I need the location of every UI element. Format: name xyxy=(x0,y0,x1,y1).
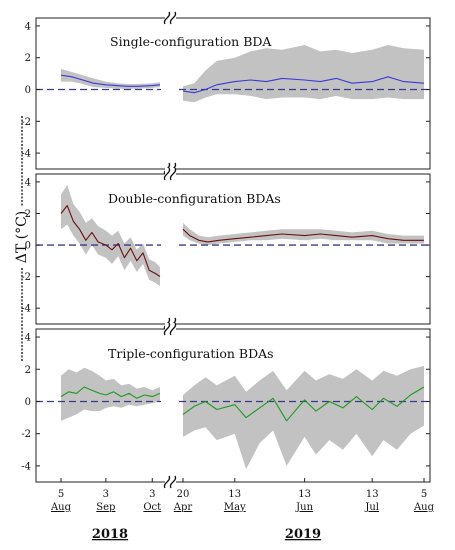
x-tick-month: Apr xyxy=(173,502,193,513)
panel-1: -4 -2 0 2 4 Single-configuration BDA xyxy=(21,11,431,176)
axis-break-mark xyxy=(163,322,171,336)
plot-area xyxy=(36,185,430,287)
series-line-segment-1 xyxy=(60,74,161,87)
panel-2: -4 -2 0 2 4 Double-configuration BDAs xyxy=(21,167,431,331)
x-tick-month: Sep xyxy=(96,502,115,513)
panel-title: Single-configuration BDA xyxy=(110,34,272,49)
series-line-segment-1 xyxy=(60,386,161,399)
axis-break-patch xyxy=(165,12,176,24)
y-tick-label: 2 xyxy=(25,53,31,64)
plot-area xyxy=(36,366,430,470)
y-tick-label: 2 xyxy=(25,365,31,376)
y-tick-label: 4 xyxy=(25,177,31,188)
y-tick-label: 0 xyxy=(25,85,31,96)
x-tick-day: 20 xyxy=(177,489,190,500)
axis-break-mark xyxy=(169,322,177,336)
x-axis: 5 Aug 3 Sep 3 Oct 20 Apr 13 May 13 Jun 13 Jul 5 Aug 2018… xyxy=(50,478,435,542)
panel-3: -4 -2 0 2 4 Triple-configuration BDAs xyxy=(21,322,431,489)
series-line-segment-2 xyxy=(182,386,425,422)
axis-break-mark xyxy=(163,475,171,489)
y-tick-label: -4 xyxy=(21,304,31,315)
panel-title: Triple-configuration BDAs xyxy=(108,346,274,361)
y-tick-label: -2 xyxy=(21,429,31,440)
y-tick-label: -2 xyxy=(21,272,31,283)
x-tick-month: Jun xyxy=(295,502,313,513)
axis-break-mark xyxy=(163,11,171,25)
series-line-segment-2 xyxy=(182,228,424,243)
y-tick-label: -4 xyxy=(21,149,31,160)
y-tick-label: -4 xyxy=(21,461,31,472)
year-label-2019: 2019 xyxy=(285,527,321,542)
y-tick-label: 2 xyxy=(25,209,31,220)
y-axis-title: ΔT (°C) xyxy=(14,211,30,264)
axis-break-mark xyxy=(169,475,177,489)
x-tick-month: May xyxy=(224,502,246,513)
y-tick-label: 4 xyxy=(25,333,31,344)
band-segment-2 xyxy=(183,222,424,246)
y-axis-title-group: ΔT (°C) xyxy=(14,116,30,362)
x-tick-day: 13 xyxy=(366,489,379,500)
axis-break-mark xyxy=(169,11,177,25)
y-tick-label: 4 xyxy=(25,21,31,32)
band-segment-2 xyxy=(183,45,424,103)
y-tick-label: 0 xyxy=(25,397,31,408)
x-tick-month: Jul xyxy=(364,502,379,513)
x-tick-day: 3 xyxy=(103,489,109,500)
band-segment-1 xyxy=(61,185,160,287)
x-tick-day: 13 xyxy=(298,489,311,500)
season-gap xyxy=(161,175,178,323)
year-label-2018: 2018 xyxy=(92,527,128,542)
x-tick-day: 3 xyxy=(149,489,155,500)
y-tick-label: 0 xyxy=(25,241,31,252)
band-segment-2 xyxy=(183,366,424,470)
x-tick-day: 5 xyxy=(58,489,64,500)
season-gap xyxy=(161,19,178,168)
series-line-segment-1 xyxy=(60,205,161,278)
plot-area xyxy=(36,45,430,103)
axis-break-mark xyxy=(169,167,177,181)
band-segment-1 xyxy=(61,68,160,89)
series-line-segment-2 xyxy=(182,76,425,94)
x-tick-month: Aug xyxy=(413,502,435,513)
axis-break-patch xyxy=(165,168,176,180)
x-tick-month: Aug xyxy=(50,502,72,513)
panels: -4 -2 0 2 4 Single-configuration BDA -4 -2 0 2 4 Do… xyxy=(21,11,431,489)
x-tick-month: Oct xyxy=(143,502,161,513)
axis-break-patch xyxy=(165,323,176,335)
season-gap xyxy=(161,330,178,481)
axis-break-patch xyxy=(165,476,176,488)
panel-title: Double-configuration BDAs xyxy=(108,191,281,206)
x-tick-day: 13 xyxy=(228,489,241,500)
y-tick-label: -2 xyxy=(21,117,31,128)
x-tick-day: 5 xyxy=(421,489,427,500)
band-segment-1 xyxy=(61,367,160,421)
axis-break-mark xyxy=(163,167,171,181)
